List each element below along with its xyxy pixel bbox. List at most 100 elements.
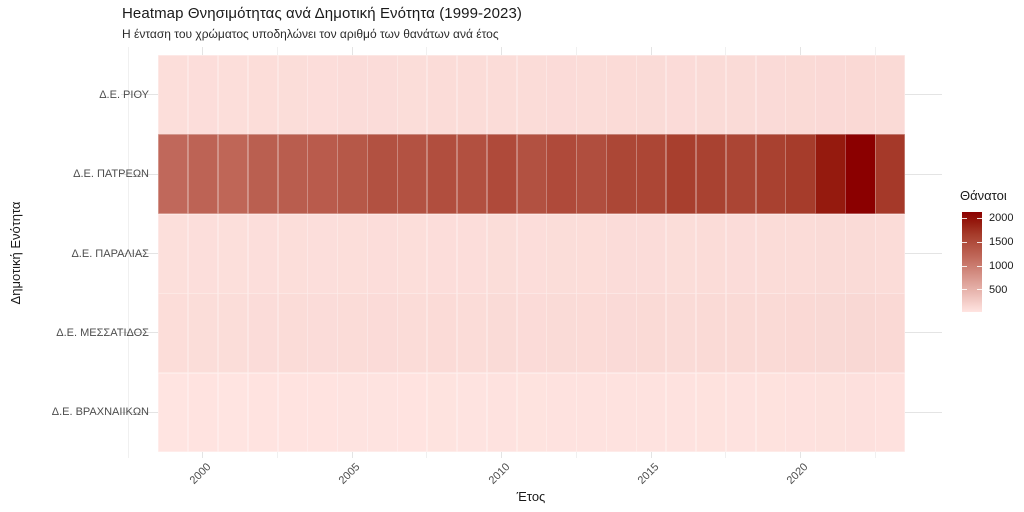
heatmap-tile bbox=[815, 213, 846, 294]
heatmap-tile bbox=[337, 55, 368, 135]
heatmap-tile bbox=[456, 372, 488, 453]
legend-title: Θάνατοι bbox=[960, 188, 1007, 203]
heatmap-tile bbox=[367, 134, 398, 215]
heatmap-tile bbox=[665, 55, 697, 135]
heatmap-tile bbox=[606, 213, 637, 294]
x-axis-tick-label: 2000 bbox=[187, 461, 214, 487]
heatmap-tile bbox=[158, 213, 189, 294]
heatmap-tile bbox=[486, 213, 518, 294]
heatmap-tile bbox=[217, 372, 249, 453]
heatmap-tile bbox=[307, 55, 338, 135]
y-axis-label: Δ.Ε. ΜΕΣΣΑΤΙΔΟΣ bbox=[56, 326, 149, 339]
plot-panel bbox=[121, 47, 942, 458]
legend-tick-label: 2000 bbox=[989, 212, 1014, 225]
heatmap-tile bbox=[397, 293, 428, 374]
heatmap-tile bbox=[307, 213, 338, 294]
heatmap-tile bbox=[187, 293, 219, 374]
heatmap-tile bbox=[725, 372, 757, 453]
legend-tick-label: 500 bbox=[989, 283, 1008, 296]
heatmap-tile bbox=[247, 134, 278, 215]
heatmap-tile bbox=[636, 213, 667, 294]
heatmap-tile bbox=[845, 372, 876, 453]
x-axis-tick-label: 2020 bbox=[785, 461, 811, 487]
heatmap-tile bbox=[695, 213, 727, 294]
heatmap-tile bbox=[546, 55, 577, 135]
legend-tick bbox=[977, 289, 982, 291]
heatmap-tile bbox=[636, 55, 667, 135]
x-axis-title: Έτος bbox=[516, 489, 546, 504]
heatmap-tile bbox=[397, 213, 428, 294]
heatmap-tile bbox=[785, 55, 816, 135]
heatmap-tile bbox=[367, 213, 398, 294]
heatmap-tile bbox=[217, 55, 249, 135]
heatmap-tile bbox=[695, 55, 727, 135]
heatmap-tile bbox=[456, 134, 488, 215]
heatmap-tile bbox=[725, 293, 757, 374]
heatmap-tile bbox=[247, 55, 278, 135]
heatmap-tile bbox=[337, 213, 368, 294]
heatmap-tile bbox=[606, 293, 637, 374]
heatmap-tile bbox=[695, 372, 727, 453]
heatmap-tile bbox=[397, 134, 428, 215]
heatmap-tile bbox=[636, 293, 667, 374]
heatmap-tile bbox=[815, 55, 846, 135]
legend-tick-label: 1500 bbox=[989, 236, 1014, 249]
gridline-minor-x bbox=[127, 47, 129, 458]
legend-tick bbox=[962, 265, 967, 267]
heatmap-tile bbox=[277, 372, 308, 453]
heatmap-tile bbox=[217, 293, 249, 374]
legend-tick bbox=[962, 241, 967, 243]
heatmap-tile bbox=[785, 372, 816, 453]
heatmap-tile bbox=[815, 293, 846, 374]
heatmap-tile bbox=[576, 372, 607, 453]
heatmap-tile bbox=[456, 213, 488, 294]
heatmap-tile bbox=[695, 293, 727, 374]
heatmap-tile bbox=[725, 213, 757, 294]
heatmap-tile bbox=[187, 55, 219, 135]
heatmap-tile bbox=[576, 55, 607, 135]
heatmap-tile bbox=[875, 372, 906, 453]
heatmap-tile bbox=[815, 372, 846, 453]
legend-colorbar bbox=[962, 212, 982, 312]
heatmap-tile bbox=[187, 134, 219, 215]
y-axis-title: Δημοτική Ενότητα bbox=[8, 201, 23, 305]
heatmap-tile bbox=[486, 293, 518, 374]
heatmap-tile bbox=[665, 293, 697, 374]
x-axis-tick-label: 2010 bbox=[486, 461, 513, 487]
heatmap-tile bbox=[546, 293, 577, 374]
heatmap-tile bbox=[755, 293, 786, 374]
heatmap-tile bbox=[755, 213, 786, 294]
heatmap-tile bbox=[755, 372, 786, 453]
heatmap-tile bbox=[875, 293, 906, 374]
heatmap-tile bbox=[158, 55, 189, 135]
heatmap-tile bbox=[158, 134, 189, 215]
heatmap-tile bbox=[426, 55, 458, 135]
heatmap-tile bbox=[277, 213, 308, 294]
y-axis-label: Δ.Ε. ΡΙΟΥ bbox=[99, 88, 149, 101]
heatmap-tile bbox=[546, 134, 577, 215]
heatmap-tile bbox=[426, 134, 458, 215]
heatmap-tile bbox=[606, 134, 637, 215]
legend-tick bbox=[977, 217, 982, 219]
heatmap-tile bbox=[695, 134, 727, 215]
heatmap-tile bbox=[367, 293, 398, 374]
heatmap-tile bbox=[875, 55, 906, 135]
heatmap-tile bbox=[337, 293, 368, 374]
legend-tick bbox=[962, 217, 967, 219]
y-axis-label: Δ.Ε. ΠΑΤΡΕΩΝ bbox=[73, 168, 149, 181]
heatmap-tile bbox=[516, 213, 547, 294]
heatmap-tile bbox=[158, 372, 189, 453]
heatmap-tile bbox=[426, 372, 458, 453]
heatmap-tile bbox=[606, 55, 637, 135]
chart-title: Heatmap Θνησιμότητας ανά Δημοτική Ενότητ… bbox=[122, 5, 523, 22]
heatmap-tile bbox=[397, 55, 428, 135]
heatmap-tile bbox=[636, 372, 667, 453]
heatmap-tile bbox=[665, 372, 697, 453]
x-axis-tick-label: 2005 bbox=[336, 461, 363, 487]
x-axis-tick-label: 2015 bbox=[635, 461, 662, 487]
legend-tick bbox=[962, 289, 967, 291]
heatmap-tile bbox=[426, 213, 458, 294]
heatmap-tile bbox=[337, 372, 368, 453]
heatmap-tile bbox=[367, 372, 398, 453]
heatmap-tile bbox=[187, 372, 219, 453]
